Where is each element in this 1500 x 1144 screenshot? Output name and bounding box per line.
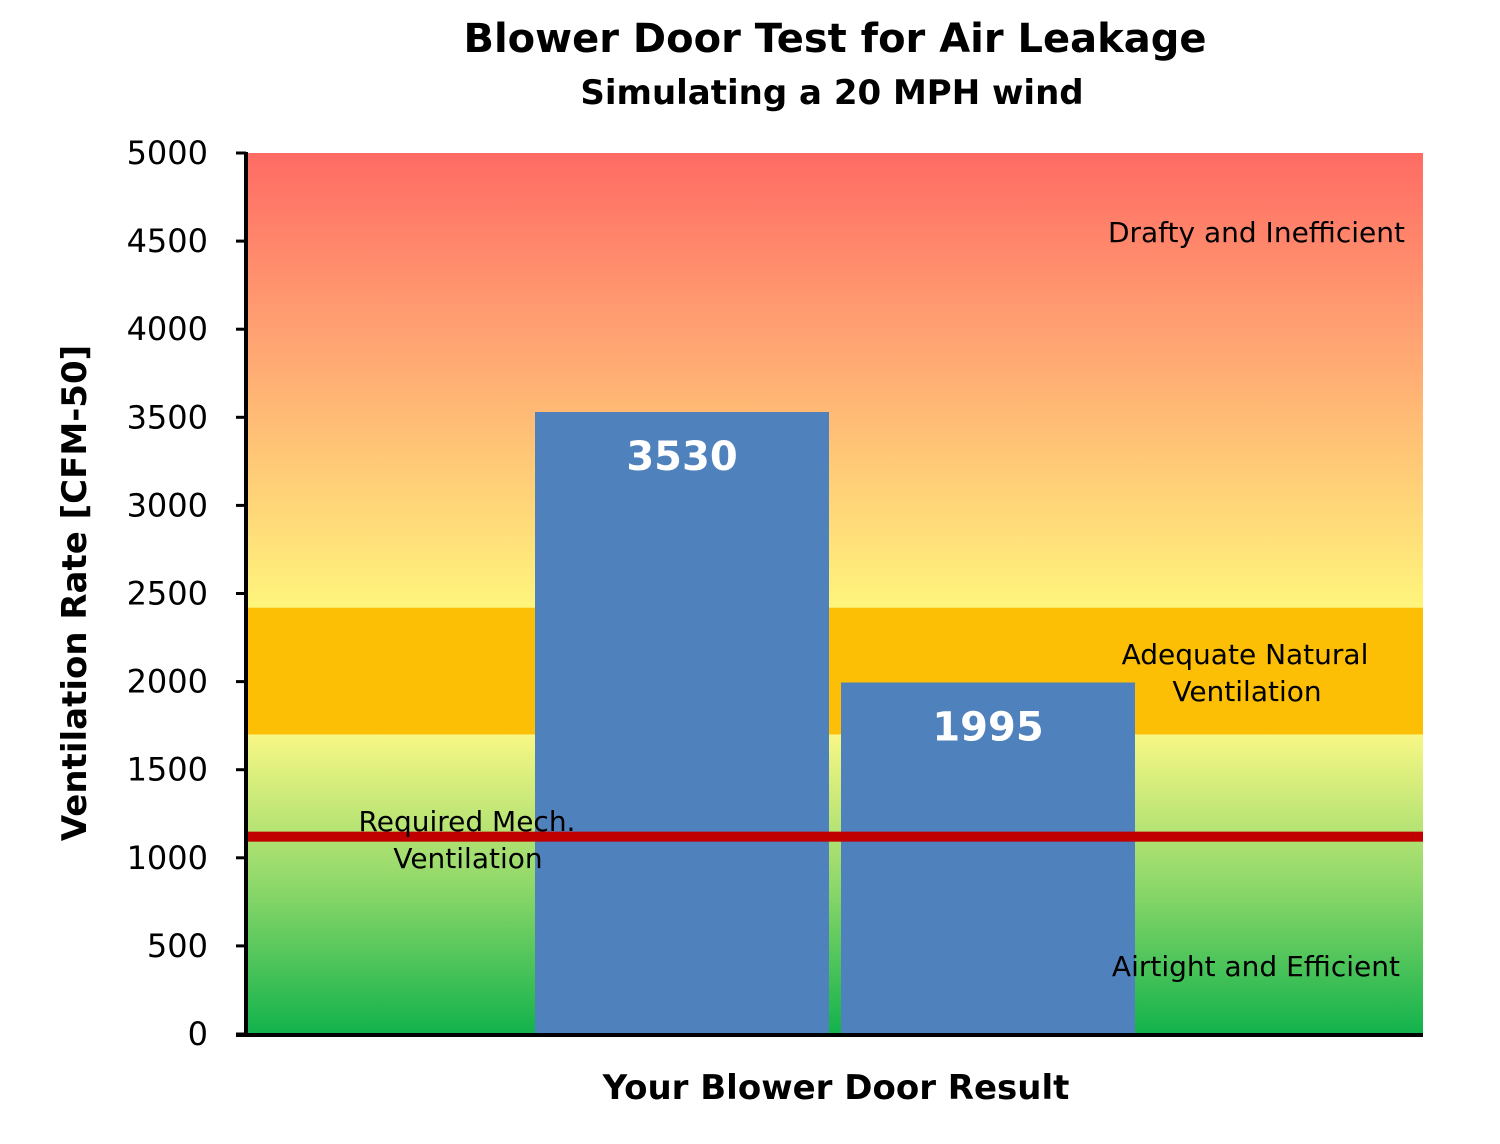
bar-series: 3530 1995: [535, 412, 1135, 1034]
zone-label-drafty: Drafty and Inefficient: [1108, 216, 1405, 249]
plot-area: 3530 1995: [248, 153, 1423, 1034]
y-tick-label: 3000: [127, 486, 208, 524]
zone-airtight-band: [248, 734, 1423, 1034]
zone-drafty-band: [248, 153, 1423, 608]
y-tick-label: 1000: [127, 839, 208, 877]
zone-label-adequate-line2: Ventilation: [1172, 675, 1321, 708]
ref-line-label-line1: Required Mech.: [359, 805, 576, 838]
y-tick-label: 3500: [127, 398, 208, 436]
required-ventilation-line: [248, 831, 1423, 842]
y-tick-label: 0: [188, 1015, 208, 1053]
y-tick-label: 2500: [127, 575, 208, 613]
y-tick-label: 4500: [127, 222, 208, 260]
bar-1: [535, 412, 829, 1034]
y-axis-title: Ventilation Rate [CFM-50]: [55, 345, 95, 841]
y-tick-label: 1500: [127, 751, 208, 789]
bar-value-label-1: 3530: [626, 434, 737, 480]
y-tick-label: 5000: [127, 134, 208, 172]
y-axis: 0 500 1000 1500 2000 2500 3000 3500 4000 4500 5000: [127, 134, 1423, 1053]
bar-value-label-2: 1995: [932, 704, 1043, 750]
y-tick-label: 4000: [127, 310, 208, 348]
y-tick-label: 500: [147, 927, 208, 965]
zone-label-airtight: Airtight and Efficient: [1112, 950, 1400, 983]
bar-2: [841, 682, 1135, 1034]
zone-adequate-band: [248, 607, 1423, 735]
zone-label-adequate-line1: Adequate Natural: [1122, 638, 1369, 671]
y-tick-label: 2000: [127, 663, 208, 701]
chart-subtitle: Simulating a 20 MPH wind: [580, 73, 1083, 113]
chart-title: Blower Door Test for Air Leakage: [463, 16, 1206, 62]
y-ticks: 0 500 1000 1500 2000 2500 3000 3500 4000 4500 5000: [127, 134, 246, 1053]
ref-line-label-line2: Ventilation: [393, 842, 542, 875]
x-axis-title: Your Blower Door Result: [602, 1068, 1070, 1108]
